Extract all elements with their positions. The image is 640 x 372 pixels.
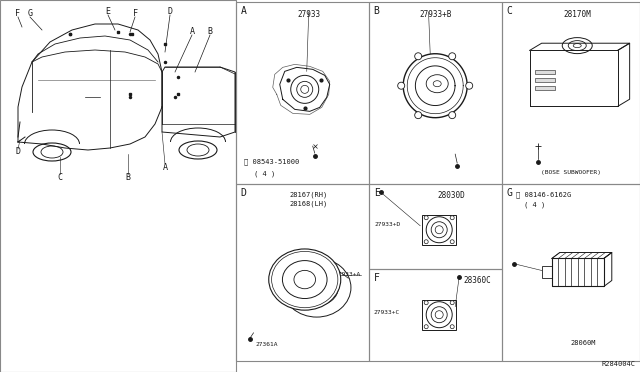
- Text: 27933+B: 27933+B: [419, 10, 451, 19]
- Text: 27933+D: 27933+D: [374, 222, 401, 227]
- Circle shape: [450, 325, 454, 329]
- Text: F: F: [15, 10, 20, 19]
- Text: F: F: [374, 273, 380, 283]
- Bar: [369, 2, 502, 184]
- Ellipse shape: [269, 249, 340, 310]
- Text: 28168(LH): 28168(LH): [290, 200, 328, 206]
- Circle shape: [450, 240, 454, 244]
- Text: E: E: [374, 188, 380, 198]
- Bar: [369, 184, 502, 269]
- Text: D: D: [168, 7, 173, 16]
- Bar: [552, 259, 604, 286]
- Text: C: C: [507, 6, 513, 16]
- Text: B: B: [374, 6, 380, 16]
- Circle shape: [424, 325, 428, 329]
- Bar: [534, 70, 555, 74]
- Text: 28360C: 28360C: [464, 276, 492, 285]
- Text: 28167(RH): 28167(RH): [290, 191, 328, 198]
- Bar: [236, 2, 369, 184]
- Ellipse shape: [282, 258, 351, 317]
- Circle shape: [466, 82, 473, 89]
- Circle shape: [397, 82, 404, 89]
- Text: 28030D: 28030D: [437, 191, 465, 200]
- Text: 27933: 27933: [297, 10, 320, 19]
- Text: 27933+A: 27933+A: [334, 272, 361, 277]
- Text: 28170M: 28170M: [564, 10, 591, 19]
- Text: ( 4 ): ( 4 ): [524, 201, 545, 208]
- Text: D: D: [15, 148, 20, 157]
- Text: R284004C: R284004C: [602, 361, 636, 367]
- Bar: [0, 0, 236, 372]
- Text: 28060M: 28060M: [570, 340, 596, 346]
- Bar: [502, 2, 640, 184]
- Circle shape: [424, 301, 428, 305]
- Circle shape: [450, 216, 454, 220]
- Circle shape: [449, 53, 456, 60]
- Bar: [422, 300, 456, 330]
- Text: 27361A: 27361A: [255, 342, 278, 347]
- Text: A: A: [241, 6, 246, 16]
- Text: ( 4 ): ( 4 ): [253, 171, 275, 177]
- Circle shape: [424, 240, 428, 244]
- Bar: [534, 78, 555, 83]
- Text: Ⓢ 08543-51000: Ⓢ 08543-51000: [243, 159, 299, 166]
- Bar: [369, 269, 502, 361]
- Text: D: D: [241, 188, 246, 198]
- Circle shape: [424, 216, 428, 220]
- Ellipse shape: [295, 270, 339, 305]
- Bar: [534, 86, 555, 90]
- Text: A: A: [189, 28, 195, 36]
- Text: F: F: [132, 10, 138, 19]
- Bar: [542, 266, 552, 279]
- Text: G: G: [28, 10, 33, 19]
- Bar: [422, 215, 456, 245]
- Text: A: A: [163, 163, 168, 171]
- Circle shape: [450, 301, 454, 305]
- Circle shape: [415, 112, 422, 119]
- Circle shape: [415, 53, 422, 60]
- Text: (BOSE SUBWOOFER): (BOSE SUBWOOFER): [541, 170, 601, 174]
- Text: Ⓑ 08146-6162G: Ⓑ 08146-6162G: [516, 191, 571, 198]
- Circle shape: [449, 112, 456, 119]
- Text: B: B: [207, 28, 212, 36]
- Text: E: E: [106, 7, 111, 16]
- Text: G: G: [507, 188, 513, 198]
- Text: B: B: [125, 173, 131, 182]
- Text: 27933+C: 27933+C: [374, 310, 400, 315]
- Bar: [502, 184, 640, 361]
- Text: C: C: [58, 173, 63, 182]
- Bar: [236, 184, 369, 361]
